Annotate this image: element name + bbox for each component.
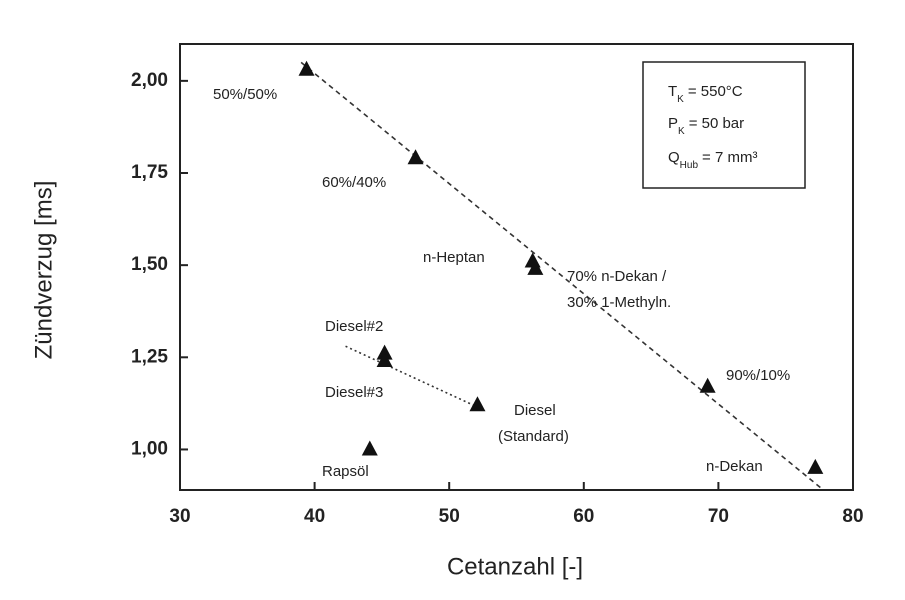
point-label: (Standard) xyxy=(498,428,569,445)
legend-text: = 50 bar xyxy=(689,115,744,132)
data-point xyxy=(361,440,378,456)
legend-entry: TK = 550°C xyxy=(668,83,743,105)
point-label: 90%/10% xyxy=(726,367,790,384)
data-point xyxy=(376,351,393,367)
point-label: 70% n-Dekan / xyxy=(567,268,667,285)
x-tick-label: 60 xyxy=(573,506,594,527)
legend-entry: PK = 50 bar xyxy=(668,115,744,137)
y-tick-label: 1,25 xyxy=(131,346,168,367)
x-tick-label: 40 xyxy=(304,506,325,527)
data-point xyxy=(699,377,716,393)
y-tick-label: 1,50 xyxy=(131,254,168,275)
legend-subscript: K xyxy=(677,94,684,105)
legend-text: = 550°C xyxy=(688,83,743,100)
y-tick-label: 1,00 xyxy=(131,438,168,459)
legend-symbol: T xyxy=(668,83,677,100)
point-label: n-Heptan xyxy=(423,249,485,266)
legend-symbol: P xyxy=(668,115,678,132)
plot-frame xyxy=(179,43,854,491)
point-label: 60%/40% xyxy=(322,174,386,191)
point-label: Diesel#2 xyxy=(325,318,383,335)
point-label: Diesel xyxy=(514,402,556,419)
point-label: Rapsöl xyxy=(322,463,369,480)
y-tick-label: 1,75 xyxy=(131,162,168,183)
point-label: 30% 1-Methyln. xyxy=(567,294,671,311)
data-point xyxy=(298,60,315,76)
x-tick-label: 30 xyxy=(169,506,190,527)
legend-entry: QHub = 7 mm³ xyxy=(668,149,757,171)
data-point xyxy=(469,396,486,412)
x-tick-label: 70 xyxy=(708,506,729,527)
y-axis-label: Zündverzug [ms] xyxy=(30,181,57,360)
legend-text: = 7 mm³ xyxy=(702,149,757,166)
x-tick-label: 50 xyxy=(439,506,460,527)
point-label: Diesel#3 xyxy=(325,384,383,401)
data-point xyxy=(807,458,824,474)
x-axis-label: Cetanzahl [-] xyxy=(447,553,583,580)
legend-subscript: Hub xyxy=(680,160,699,171)
point-label: n-Dekan xyxy=(706,458,763,475)
point-label: 50%/50% xyxy=(213,86,277,103)
x-tick-label: 80 xyxy=(842,506,863,527)
legend-symbol: Q xyxy=(668,149,680,166)
y-tick-label: 2,00 xyxy=(131,70,168,91)
trend-line xyxy=(300,61,824,491)
data-point xyxy=(527,259,544,275)
legend-subscript: K xyxy=(678,126,685,137)
data-point xyxy=(407,149,424,165)
legend-box xyxy=(642,61,806,189)
